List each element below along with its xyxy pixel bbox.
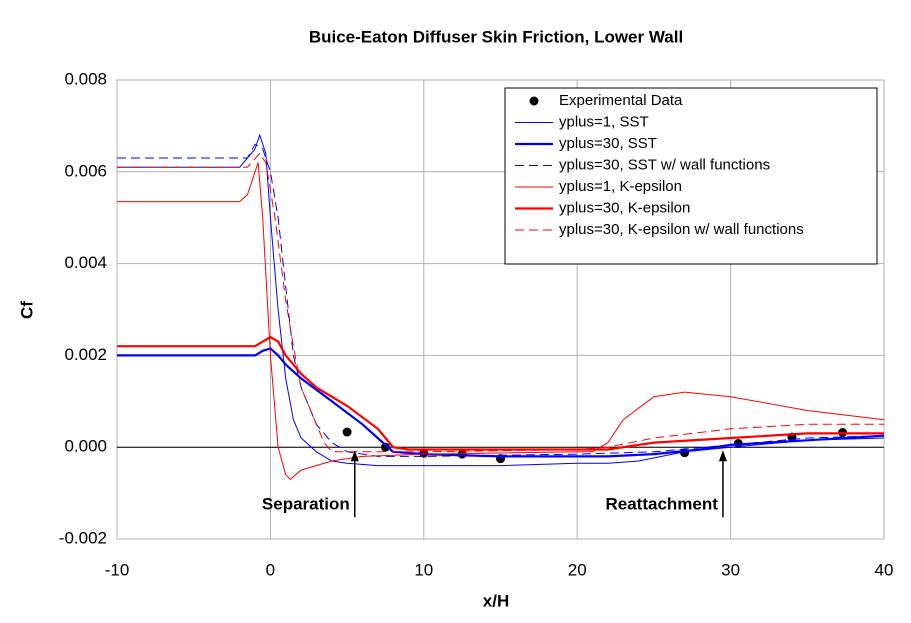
series-line (117, 152, 884, 453)
y-axis-label: Cf (17, 301, 36, 319)
legend-marker (529, 96, 539, 106)
annotation-arrowhead (350, 450, 359, 462)
x-tick-label: 0 (266, 560, 275, 579)
x-axis-label: x/H (483, 591, 509, 610)
data-point (380, 442, 390, 452)
series-line (117, 162, 885, 480)
x-tick-label: 40 (875, 560, 894, 579)
x-tick-label: 30 (721, 560, 740, 579)
legend-label: yplus=1, K-epsilon (559, 178, 682, 195)
annotation-arrowhead (718, 450, 727, 462)
chart-title: Buice-Eaton Diffuser Skin Friction, Lowe… (309, 27, 683, 46)
y-tick-label: -0.002 (59, 528, 107, 547)
y-tick-label: 0.006 (64, 161, 107, 180)
legend-label: yplus=30, SST w/ wall functions (559, 156, 770, 173)
x-tick-label: 10 (414, 560, 433, 579)
legend-label: yplus=30, K-epsilon (559, 199, 690, 216)
legend-label: yplus=30, SST (559, 135, 657, 152)
y-tick-label: 0.000 (64, 437, 107, 456)
series-line (117, 347, 885, 458)
x-tick-label: -10 (105, 560, 130, 579)
annotation-text: Reattachment (606, 495, 719, 514)
legend-label: yplus=1, SST (559, 113, 649, 130)
legend-box (504, 87, 878, 265)
x-tick-label: 20 (568, 560, 587, 579)
series-line (117, 335, 884, 451)
y-tick-label: 0.004 (64, 253, 107, 272)
y-tick-label: 0.008 (64, 69, 107, 88)
data-point (342, 427, 352, 437)
legend-label: yplus=30, K-epsilon w/ wall functions (559, 221, 804, 238)
annotation-text: Separation (262, 495, 350, 514)
legend-label: Experimental Data (559, 92, 683, 109)
y-tick-label: 0.002 (64, 345, 107, 364)
